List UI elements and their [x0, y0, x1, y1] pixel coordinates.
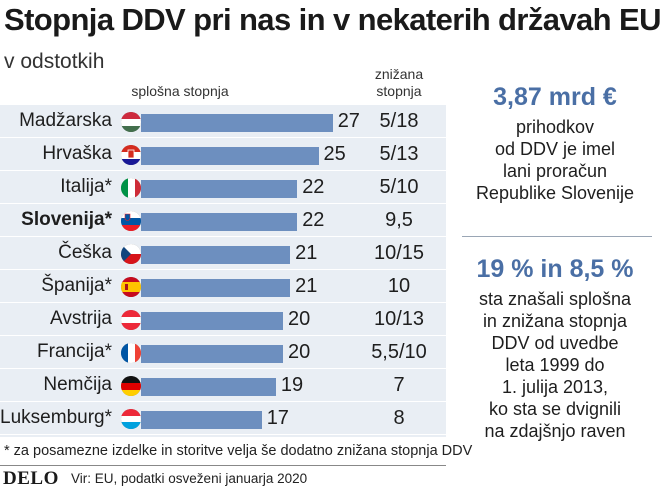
rates-line: 1. julija 2013,	[501, 377, 609, 397]
row-separator	[0, 170, 446, 171]
es-flag-icon	[121, 277, 141, 297]
general-rate-bar	[141, 213, 298, 231]
row-separator	[0, 368, 446, 369]
footnote: * za posamezne izdelke in storitve velja…	[4, 443, 473, 459]
general-rate-bar	[141, 114, 333, 132]
hu-flag-icon	[121, 112, 141, 132]
reduced-rate-value: 10	[387, 275, 411, 297]
revenue-line: prihodkov	[515, 117, 595, 137]
chart-row: Francija* 20 5,5/10	[0, 336, 446, 369]
chart-row: Slovenija* 22 9,5	[0, 204, 446, 237]
reduced-rate-value: 5/18	[379, 110, 419, 132]
row-separator	[0, 203, 446, 204]
general-rate-value: 22	[302, 176, 325, 198]
general-rate-value: 22	[302, 209, 325, 231]
country-label: Francija*	[37, 341, 112, 362]
row-separator	[0, 137, 446, 138]
country-label: Nemčija	[43, 374, 112, 395]
footer-divider	[0, 465, 446, 466]
reduced-rate-value: 8	[393, 407, 405, 429]
delo-logo: DELO	[3, 468, 59, 489]
row-separator	[0, 302, 446, 303]
revenue-figure: 3,87 mrd €	[493, 83, 617, 111]
reduced-rate-value: 10/15	[373, 242, 425, 264]
info-box-revenue: 3,87 mrd € prihodkov od DDV je imel lani…	[450, 83, 660, 204]
chart-row: Madžarska 27 5/18	[0, 105, 446, 138]
at-flag-icon	[121, 310, 141, 330]
reduced-header-line1: znižana	[374, 66, 424, 82]
country-label: Češka	[58, 242, 112, 263]
general-rate-header: splošna stopnja	[131, 83, 229, 99]
country-label: Hrvaška	[42, 143, 112, 164]
fr-flag-icon	[121, 343, 141, 363]
chart-row: Avstrija 20 10/13	[0, 303, 446, 336]
country-label: Španija*	[41, 275, 112, 296]
reduced-rate-value: 10/13	[373, 308, 425, 330]
info-divider	[462, 236, 652, 237]
rates-line: DDV od uvedbe	[491, 333, 619, 353]
chart-row: Češka 21 10/15	[0, 237, 446, 270]
rates-line: na zdajšnjo raven	[484, 421, 626, 441]
revenue-description: prihodkov od DDV je imel lani proračun R…	[450, 116, 660, 204]
country-label: Italija*	[60, 176, 112, 197]
rates-description: sta znašali splošna in znižana stopnja D…	[450, 288, 660, 442]
revenue-line: od DDV je imel	[494, 139, 616, 159]
row-separator	[0, 236, 446, 237]
reduced-rate-value: 5/10	[379, 176, 419, 198]
si-flag-icon	[121, 211, 141, 231]
general-rate-value: 21	[295, 275, 318, 297]
source-note: Vir: EU, podatki osveženi januarja 2020	[71, 471, 308, 486]
rates-figure: 19 % in 8,5 %	[476, 255, 634, 283]
country-label: Luksemburg*	[0, 407, 112, 428]
general-rate-value: 17	[266, 407, 289, 429]
chart-row: Italija* 22 5/10	[0, 171, 446, 204]
chart-row: Nemčija 19 7	[0, 369, 446, 402]
reduced-header-line2: stopnja	[376, 83, 422, 99]
general-rate-bar	[141, 312, 283, 330]
it-flag-icon	[121, 178, 141, 198]
hr-flag-icon	[121, 145, 141, 165]
reduced-rate-value: 7	[393, 374, 405, 396]
rates-line: in znižana stopnja	[482, 311, 628, 331]
reduced-rate-value: 5/13	[379, 143, 419, 165]
general-rate-value: 20	[288, 308, 311, 330]
row-separator	[0, 401, 446, 402]
general-rate-bar	[141, 279, 291, 297]
general-rate-bar	[141, 378, 276, 396]
general-rate-bar	[141, 180, 298, 198]
chart-row: Hrvaška 25 5/13	[0, 138, 446, 171]
info-box-rates: 19 % in 8,5 % sta znašali splošna in zni…	[450, 255, 660, 442]
general-rate-value: 27	[337, 110, 360, 132]
reduced-rate-value: 9,5	[385, 209, 413, 231]
general-rate-value: 20	[288, 341, 311, 363]
general-rate-bar	[141, 246, 291, 264]
general-rate-bar	[141, 147, 319, 165]
general-rate-bar	[141, 345, 283, 363]
rates-line: sta znašali splošna	[478, 289, 632, 309]
chart-subtitle: v odstotkih	[4, 50, 105, 73]
general-rate-bar	[141, 411, 262, 429]
reduced-rate-value: 5,5/10	[371, 341, 427, 363]
chart-row: Luksemburg* 17 8	[0, 402, 446, 435]
chart-title: Stopnja DDV pri nas in v nekaterih držav…	[4, 2, 660, 37]
country-label: Madžarska	[19, 110, 112, 131]
revenue-line: lani proračun	[502, 161, 608, 181]
country-label: Avstrija	[50, 308, 112, 329]
cz-flag-icon	[121, 244, 141, 264]
general-rate-value: 25	[323, 143, 346, 165]
rates-line: ko sta se dvignili	[488, 399, 622, 419]
country-label: Slovenija*	[21, 209, 112, 230]
row-separator	[0, 434, 446, 435]
general-rate-value: 21	[295, 242, 318, 264]
row-separator	[0, 335, 446, 336]
rates-line: leta 1999 do	[505, 355, 605, 375]
chart-row: Španija* 21 10	[0, 270, 446, 303]
reduced-rate-header: znižana stopnja	[364, 66, 434, 100]
lu-flag-icon	[121, 409, 141, 429]
revenue-line: Republike Slovenije	[475, 183, 635, 203]
row-separator	[0, 269, 446, 270]
de-flag-icon	[121, 376, 141, 396]
general-rate-value: 19	[280, 374, 304, 396]
